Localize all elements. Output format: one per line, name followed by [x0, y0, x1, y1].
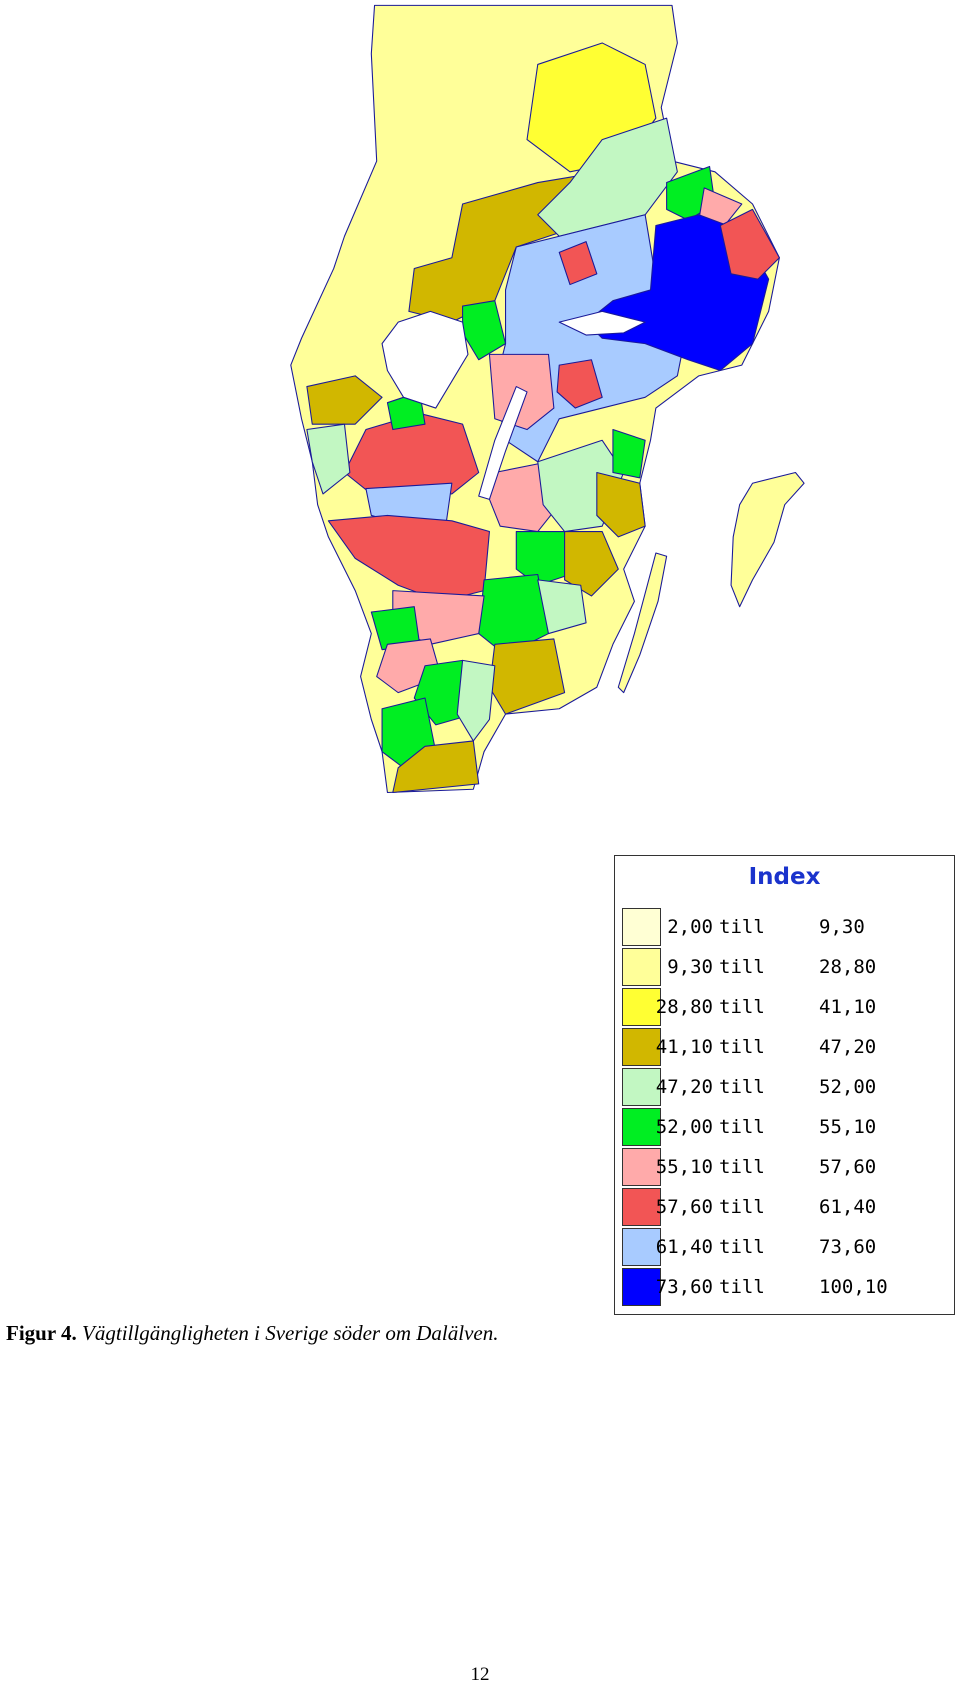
region	[556, 359, 603, 409]
caption-label: Figur 4.	[6, 1321, 77, 1345]
region	[306, 423, 351, 495]
legend-to: 100,10	[819, 1276, 888, 1298]
lake-vattern	[478, 386, 528, 500]
legend-to: 73,60	[819, 1236, 877, 1258]
legend-row: 73,60 till 100,10	[615, 1268, 954, 1308]
legend-swatch	[622, 1028, 661, 1066]
legend-swatch	[622, 988, 661, 1026]
legend-to: 55,10	[819, 1116, 877, 1138]
legend-row: 28,80 till 41,10	[615, 988, 954, 1028]
legend-to: 47,20	[819, 1036, 877, 1058]
legend-from: 57,60	[655, 1196, 713, 1218]
legend-from: 55,10	[655, 1156, 713, 1178]
region	[343, 412, 480, 495]
legend-to: 61,40	[819, 1196, 877, 1218]
legend-row: 57,60 till 61,40	[615, 1188, 954, 1228]
region	[596, 471, 646, 538]
legend-row: 47,20 till 52,00	[615, 1068, 954, 1108]
region	[392, 740, 480, 794]
legend-to: 41,10	[819, 996, 877, 1018]
legend-from: 9,30	[667, 956, 713, 978]
legend-till: till	[719, 996, 765, 1018]
legend-row: 55,10 till 57,60	[615, 1148, 954, 1188]
legend-till: till	[719, 1236, 765, 1258]
region	[719, 208, 780, 280]
legend-row: 2,00 till 9,30	[615, 908, 954, 948]
legend-row: 61,40 till 73,60	[615, 1228, 954, 1268]
map	[290, 4, 805, 794]
legend-till: till	[719, 1276, 765, 1298]
region	[306, 375, 383, 425]
legend-swatch	[622, 948, 661, 986]
region	[558, 241, 598, 286]
legend-till: till	[719, 1196, 765, 1218]
legend-to: 28,80	[819, 956, 877, 978]
legend-swatch	[622, 1228, 661, 1266]
legend-from: 47,20	[655, 1076, 713, 1098]
legend-till: till	[719, 916, 765, 938]
legend-from: 61,40	[655, 1236, 713, 1258]
legend-till: till	[719, 1036, 765, 1058]
caption: Figur 4. Vägtillgängligheten i Sverige s…	[6, 1321, 498, 1346]
legend-swatch	[622, 1188, 661, 1226]
legend-from: 2,00	[667, 916, 713, 938]
region	[537, 579, 587, 635]
legend-from: 52,00	[655, 1116, 713, 1138]
legend-to: 52,00	[819, 1076, 877, 1098]
legend-row: 41,10 till 47,20	[615, 1028, 954, 1068]
legend-row: 52,00 till 55,10	[615, 1108, 954, 1148]
legend-swatch	[622, 908, 661, 946]
legend-swatch	[622, 1108, 661, 1146]
legend-from: 41,10	[655, 1036, 713, 1058]
lake-malaren	[558, 310, 646, 336]
legend-row: 9,30 till 28,80	[615, 948, 954, 988]
region	[564, 531, 619, 597]
legend-from: 28,80	[655, 996, 713, 1018]
region	[515, 531, 571, 586]
region	[612, 428, 646, 479]
caption-text: Vägtillgängligheten i Sverige söder om D…	[82, 1321, 499, 1345]
legend-swatch	[622, 1148, 661, 1186]
legend-swatch	[622, 1268, 661, 1306]
island-gotland	[730, 471, 805, 608]
legend-till: till	[719, 1076, 765, 1098]
legend-title: Index	[748, 864, 821, 890]
legend-till: till	[719, 1116, 765, 1138]
legend-to: 9,30	[819, 916, 865, 938]
legend-from: 73,60	[655, 1276, 713, 1298]
region	[456, 659, 496, 742]
regions	[290, 4, 805, 794]
legend-till: till	[719, 956, 765, 978]
legend-swatch	[622, 1068, 661, 1106]
legend: Index 2,00 till 9,30 9,30 till 28,80 28,80 till…	[614, 855, 955, 1315]
lake-vanern	[381, 310, 469, 409]
island-oland	[617, 552, 668, 694]
legend-to: 57,60	[819, 1156, 877, 1178]
page-number: 12	[470, 1664, 490, 1685]
legend-till: till	[719, 1156, 765, 1178]
